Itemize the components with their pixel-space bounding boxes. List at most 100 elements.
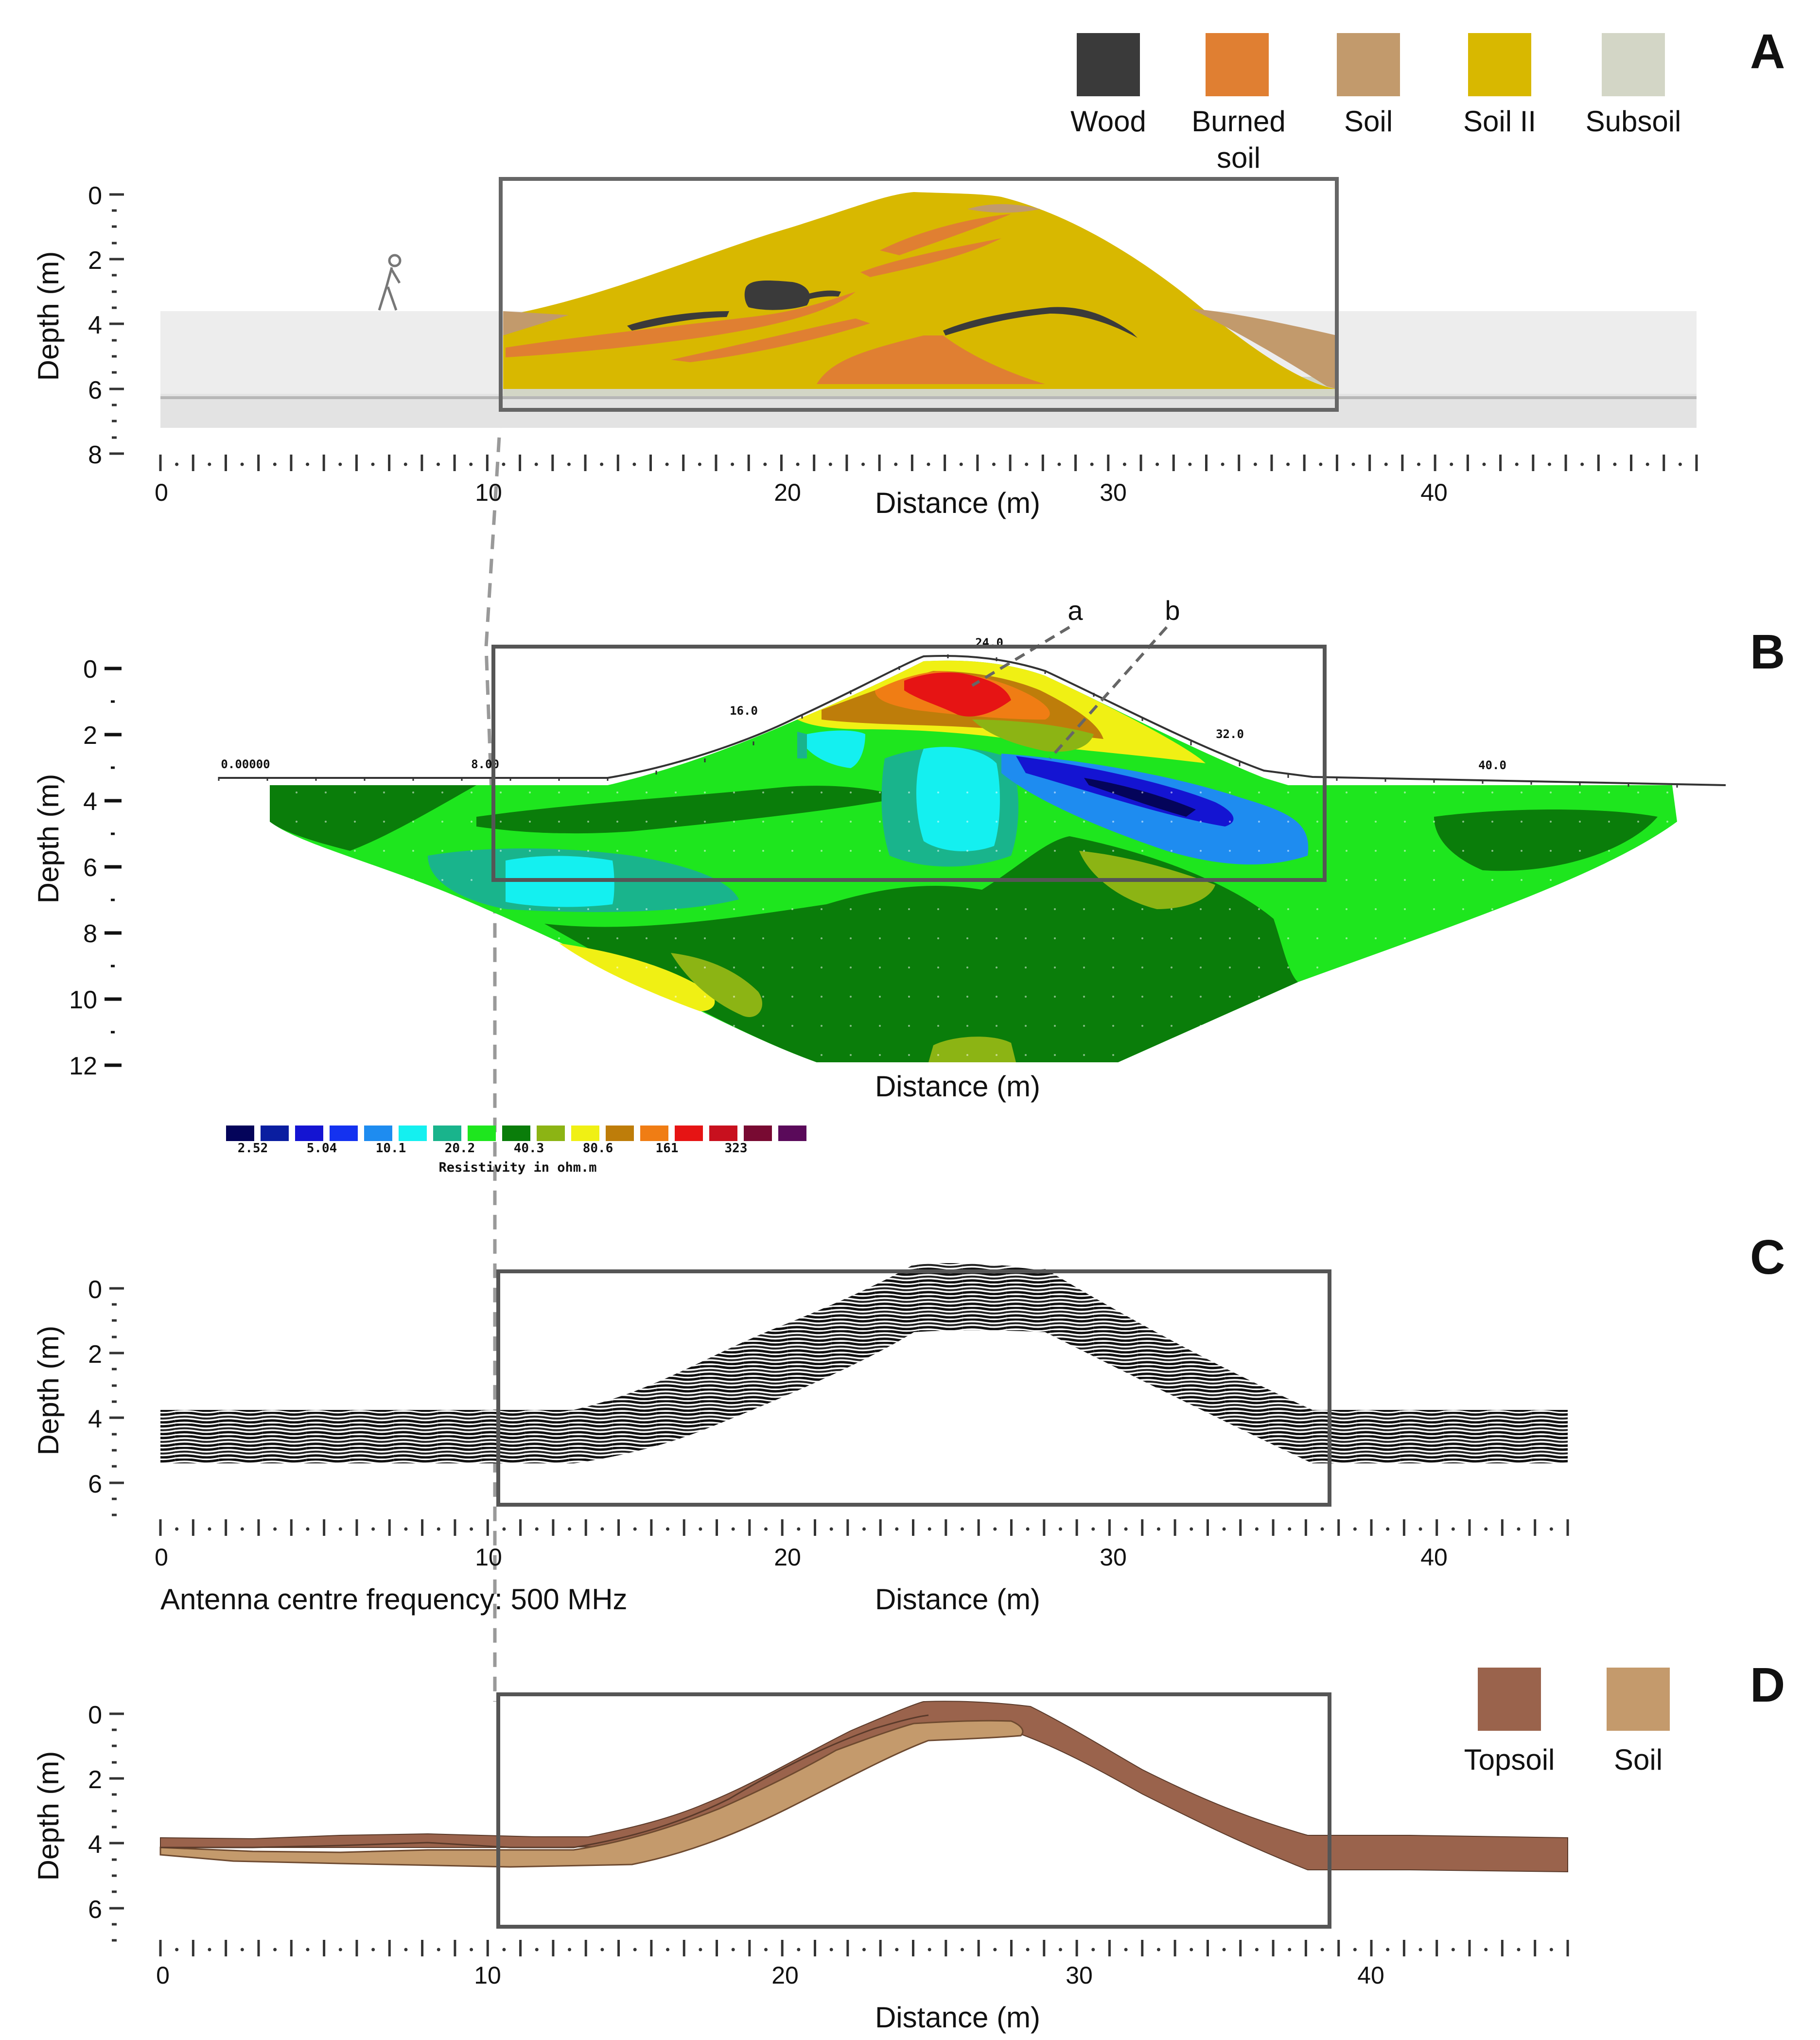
- panel-b-depth-tick-8: 8: [83, 920, 97, 948]
- axis-dot: [894, 462, 898, 466]
- scale-value-5-04: 5.04: [307, 1141, 337, 1156]
- panel-b-focus-box: [491, 645, 1327, 882]
- axis-dot: [306, 462, 310, 466]
- scale-swatch-13: [675, 1126, 703, 1141]
- panel-b-depth-tick-4: 4: [83, 788, 97, 816]
- axis-dot: [797, 1527, 801, 1531]
- axis-dot: [1451, 1948, 1455, 1952]
- panel-c-letter: C: [1750, 1230, 1785, 1284]
- panel-d-ylabel: Depth (m): [32, 1751, 65, 1881]
- axis-dot: [1255, 1527, 1259, 1531]
- axis-dot: [371, 462, 375, 466]
- legend-label-burned: Burned: [1191, 105, 1285, 138]
- ert-red-core: [904, 672, 1011, 717]
- legend-swatch-soil: [1337, 33, 1400, 96]
- axis-dot: [568, 1948, 572, 1952]
- scale-value-2-52: 2.52: [238, 1141, 268, 1156]
- axis-dot: [502, 462, 506, 466]
- panel-c-depth-tick-6: 6: [88, 1470, 102, 1498]
- axis-dot: [928, 1527, 931, 1531]
- axis-dot: [175, 1948, 179, 1952]
- panel-d-dist-tick-0: 0: [156, 1962, 170, 1989]
- scale-swatch-10: [571, 1126, 599, 1141]
- axis-dot: [927, 462, 930, 466]
- panel-b-depth-tick-10: 10: [69, 986, 97, 1014]
- axis-dot: [1353, 1948, 1357, 1952]
- axis-dot: [208, 1948, 211, 1952]
- scale-swatch-3: [330, 1126, 358, 1141]
- axis-dot: [436, 462, 440, 466]
- axis-dot: [1482, 462, 1486, 466]
- panel-c-focus-box: [496, 1269, 1331, 1507]
- axis-dot: [1091, 1527, 1095, 1531]
- panel-c-depth-tick-4: 4: [88, 1405, 102, 1433]
- panel-c-depth-tick-0: 0: [88, 1276, 102, 1304]
- panel-b-depth-axis: [105, 667, 122, 1067]
- soil-ii-mound: [503, 192, 1337, 389]
- axis-dot: [992, 462, 996, 466]
- scale-value-10-1: 10.1: [376, 1141, 406, 1156]
- axis-dot: [1058, 1527, 1062, 1531]
- axis-dot: [1351, 462, 1355, 466]
- wood-log-2: [802, 290, 841, 300]
- panel-c-dist-tick-0: 0: [155, 1544, 168, 1571]
- scale-swatch-7: [468, 1126, 496, 1141]
- ert-dots: [270, 785, 1677, 1062]
- axis-dot: [470, 1948, 473, 1952]
- axis-dot: [1057, 462, 1061, 466]
- axis-dot: [1418, 1527, 1422, 1531]
- axis-dot: [1090, 462, 1094, 466]
- axis-dot: [699, 1948, 702, 1952]
- burned-soil-lens-1: [506, 292, 856, 357]
- axis-dot: [1190, 1948, 1193, 1952]
- panel-a-ylabel: Depth (m): [32, 251, 65, 381]
- legend-label-soil-d: Soil: [1614, 1743, 1662, 1776]
- panel-d-depth-tick-0: 0: [88, 1701, 102, 1729]
- axis-dot: [632, 462, 636, 466]
- scale-value-323: 323: [725, 1141, 748, 1156]
- axis-dot: [600, 462, 604, 466]
- panel-a-dist-tick-30: 30: [1100, 479, 1127, 506]
- panel-a-dist-tick-40: 40: [1420, 479, 1448, 506]
- panel-d-dist-tick-40: 40: [1357, 1962, 1384, 1989]
- legend-label-wood: Wood: [1070, 105, 1146, 138]
- axis-dot: [1386, 1527, 1390, 1531]
- axis-dot: [535, 1527, 539, 1531]
- ert-teal-small: [797, 732, 807, 758]
- legend-swatch-topsoil: [1478, 1668, 1541, 1731]
- legend-swatch-subsoil: [1602, 33, 1665, 96]
- axis-dot: [731, 462, 735, 466]
- axis-dot: [1320, 1527, 1324, 1531]
- axis-dot: [1025, 462, 1029, 466]
- legend-label-topsoil: Topsoil: [1464, 1743, 1555, 1776]
- legend-swatch-burned-soil: [1206, 33, 1269, 96]
- axis-dot: [1288, 1527, 1292, 1531]
- axis-dot: [437, 1527, 440, 1531]
- axis-dot: [1091, 1948, 1095, 1952]
- soil-right-flank: [1191, 309, 1337, 389]
- scale-swatch-14: [709, 1126, 737, 1141]
- profile-label-16: 16.0: [730, 704, 758, 718]
- axis-dot: [208, 1527, 211, 1531]
- scale-swatch-9: [537, 1126, 565, 1141]
- legend-label-soil: Soil: [1344, 105, 1393, 138]
- annotation-a: a: [1068, 595, 1083, 626]
- axis-dot: [1122, 462, 1126, 466]
- axis-dot: [240, 462, 244, 466]
- axis-dot: [862, 1527, 866, 1531]
- axis-dot: [1222, 1527, 1226, 1531]
- scale-swatch-5: [399, 1126, 427, 1141]
- panel-d-depth-tick-6: 6: [88, 1896, 102, 1924]
- axis-dot: [1058, 1948, 1062, 1952]
- panel-a: A Wood Burned soil Soil Soil II Subsoil: [32, 24, 1785, 519]
- burned-soil-lens-4: [860, 238, 1001, 277]
- axis-dot: [928, 1948, 931, 1952]
- scale-swatch-0: [226, 1126, 254, 1141]
- axis-dot: [1026, 1948, 1030, 1952]
- axis-dot: [764, 1948, 768, 1952]
- panel-c-dist-tick-20: 20: [774, 1544, 801, 1571]
- axis-dot: [371, 1527, 375, 1531]
- axis-dot: [1156, 1527, 1160, 1531]
- panel-b-ylabel: Depth (m): [32, 774, 65, 904]
